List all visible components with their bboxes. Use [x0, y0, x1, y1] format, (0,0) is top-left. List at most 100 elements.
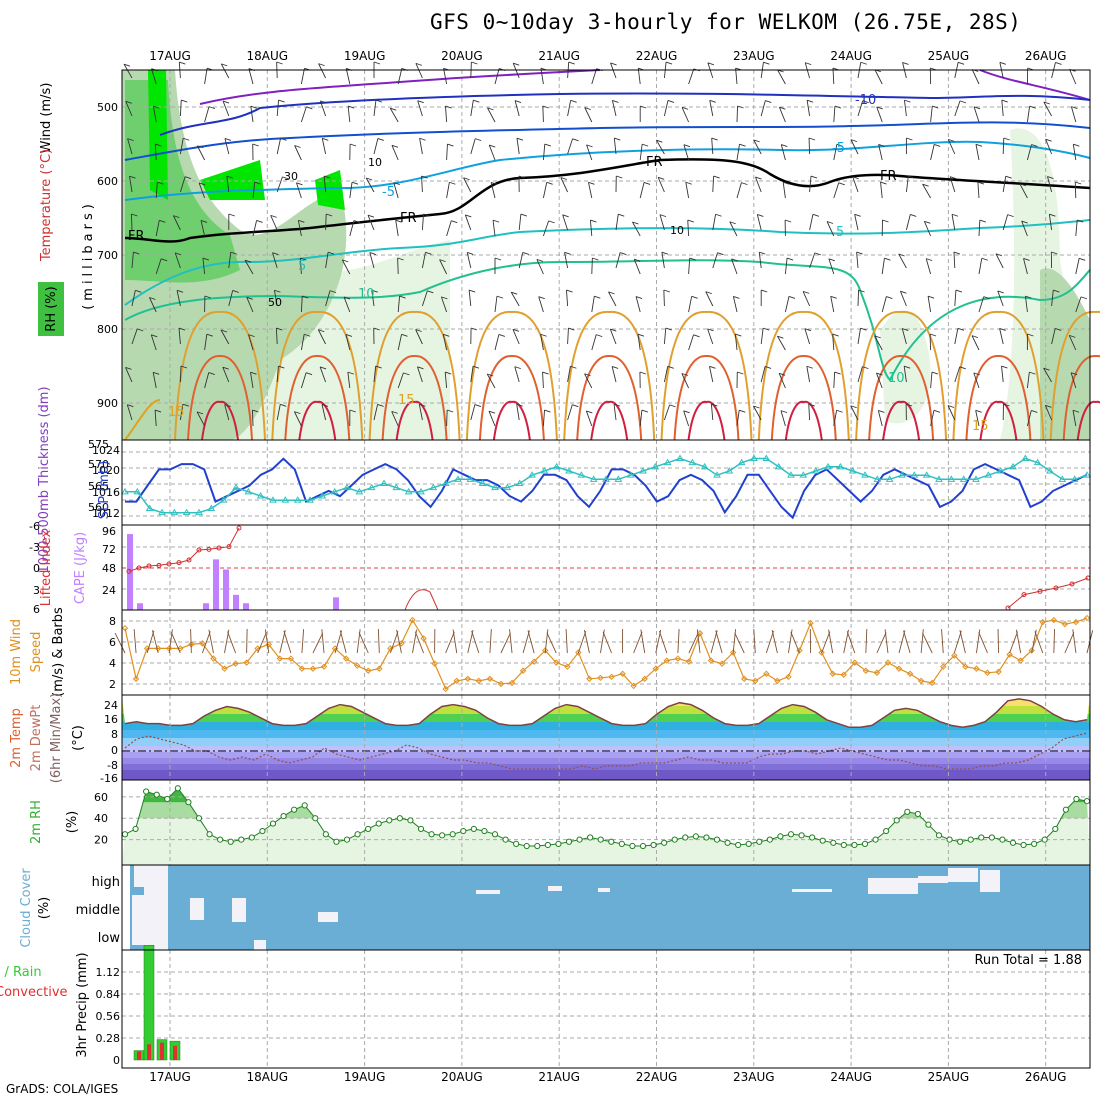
wind-barb: [125, 100, 132, 104]
wind-barb: [663, 328, 667, 345]
wind-speed-point: [553, 659, 560, 666]
thickness-tick: 565: [88, 480, 109, 493]
wind-speed-point: [752, 677, 759, 685]
wind-barb: [465, 214, 472, 218]
wind-barb: [272, 252, 278, 269]
wind-barb: [1064, 632, 1075, 654]
wind-barb: [934, 143, 941, 147]
wind-barb: [445, 631, 455, 654]
contour-label: 15: [972, 419, 989, 434]
thickness-point: [466, 475, 475, 482]
wind-barb: [784, 219, 792, 223]
wind-barb: [771, 629, 778, 654]
wind-barb: [306, 106, 313, 110]
wind-speed-point: [763, 670, 770, 677]
wind-barb: [1070, 372, 1077, 389]
date-label-top: 17AUG: [149, 49, 191, 63]
thickness-point: [195, 508, 203, 516]
wind-barb: [978, 258, 983, 275]
rh-point: [629, 842, 636, 850]
cloud-gap: [598, 888, 610, 892]
wind-barb: [665, 327, 672, 331]
precip-tick: 0.28: [96, 1032, 121, 1045]
rh-point: [280, 812, 287, 820]
wind-barb: [584, 373, 593, 389]
wind-barb: [878, 410, 885, 413]
wind-barb: [809, 176, 812, 193]
cloud-gap: [132, 895, 144, 945]
wind-barb: [470, 366, 474, 383]
wind-barb: [366, 177, 373, 181]
wind-barb: [468, 290, 472, 307]
wind-barb: [832, 334, 835, 351]
rh-point: [639, 842, 647, 850]
rh-point: [322, 831, 329, 838]
wind-barb: [973, 372, 980, 376]
wind-barb: [632, 221, 641, 237]
contour-label: 10: [358, 287, 375, 302]
wind-barb: [1069, 334, 1076, 338]
thickness-point: [293, 496, 302, 503]
wind-barb: [490, 182, 498, 185]
wind-barb: [808, 403, 811, 421]
wind-barb: [570, 99, 577, 103]
wind-barb: [591, 334, 597, 351]
wind-barb: [759, 251, 766, 255]
wind-barb: [280, 403, 287, 407]
rh-point: [745, 840, 752, 847]
wind-barb: [123, 63, 131, 67]
wind-barb: [293, 411, 302, 427]
wind-barb: [681, 107, 690, 123]
wind-barb: [131, 213, 138, 217]
wind-barb: [272, 252, 279, 256]
wind-barb: [498, 334, 506, 337]
thickness-point: [885, 475, 894, 482]
wind-barb: [584, 107, 591, 111]
wind-speed-point: [774, 677, 781, 685]
date-label-bottom: 21AUG: [538, 1070, 580, 1084]
rh-shade: [1040, 268, 1090, 440]
wind-barb: [418, 404, 423, 421]
wind-barb: [860, 61, 867, 65]
wind-barb: [1072, 409, 1080, 413]
wind-barb: [345, 68, 351, 85]
wind-barb: [475, 138, 482, 142]
wind-barb: [905, 176, 909, 193]
wind-barb: [881, 258, 885, 275]
wind-barb: [421, 252, 426, 269]
wind-barb: [904, 100, 907, 117]
wind-speed-point: [829, 670, 836, 677]
wind-barb: [902, 328, 909, 331]
wind-barb: [572, 138, 579, 142]
wind-speed-point: [475, 677, 483, 685]
wind-speed-point: [840, 671, 847, 678]
wind-barb: [564, 251, 571, 255]
thickness-point: [503, 483, 512, 491]
wind-barb: [510, 291, 520, 307]
lifted-line: [1007, 577, 1089, 609]
wind-barb: [808, 137, 811, 155]
wind-barb: [688, 296, 693, 313]
temp-contour: [563, 310, 656, 441]
thickness-point: [1021, 454, 1030, 461]
rh-point: [809, 834, 816, 841]
wind-barb: [613, 404, 617, 421]
wind-barb: [712, 175, 715, 193]
wind-barb: [302, 295, 309, 299]
wind-barb: [999, 327, 1006, 331]
wind-barb: [779, 372, 786, 376]
wind-speed-point: [1083, 614, 1091, 622]
wind-barb: [1075, 220, 1078, 237]
wind-barb: [300, 372, 307, 389]
wind-speed-point: [685, 658, 693, 665]
wind-barb: [780, 144, 786, 161]
rh-point: [1031, 840, 1038, 847]
wind-barb: [220, 63, 230, 79]
rh-point: [174, 785, 181, 792]
wind-barb: [756, 214, 762, 231]
wind-barb: [470, 100, 474, 117]
wind-barb: [305, 372, 313, 376]
wind-barb: [850, 139, 858, 143]
wind-barb: [155, 220, 160, 237]
date-label-top: 23AUG: [733, 49, 775, 63]
